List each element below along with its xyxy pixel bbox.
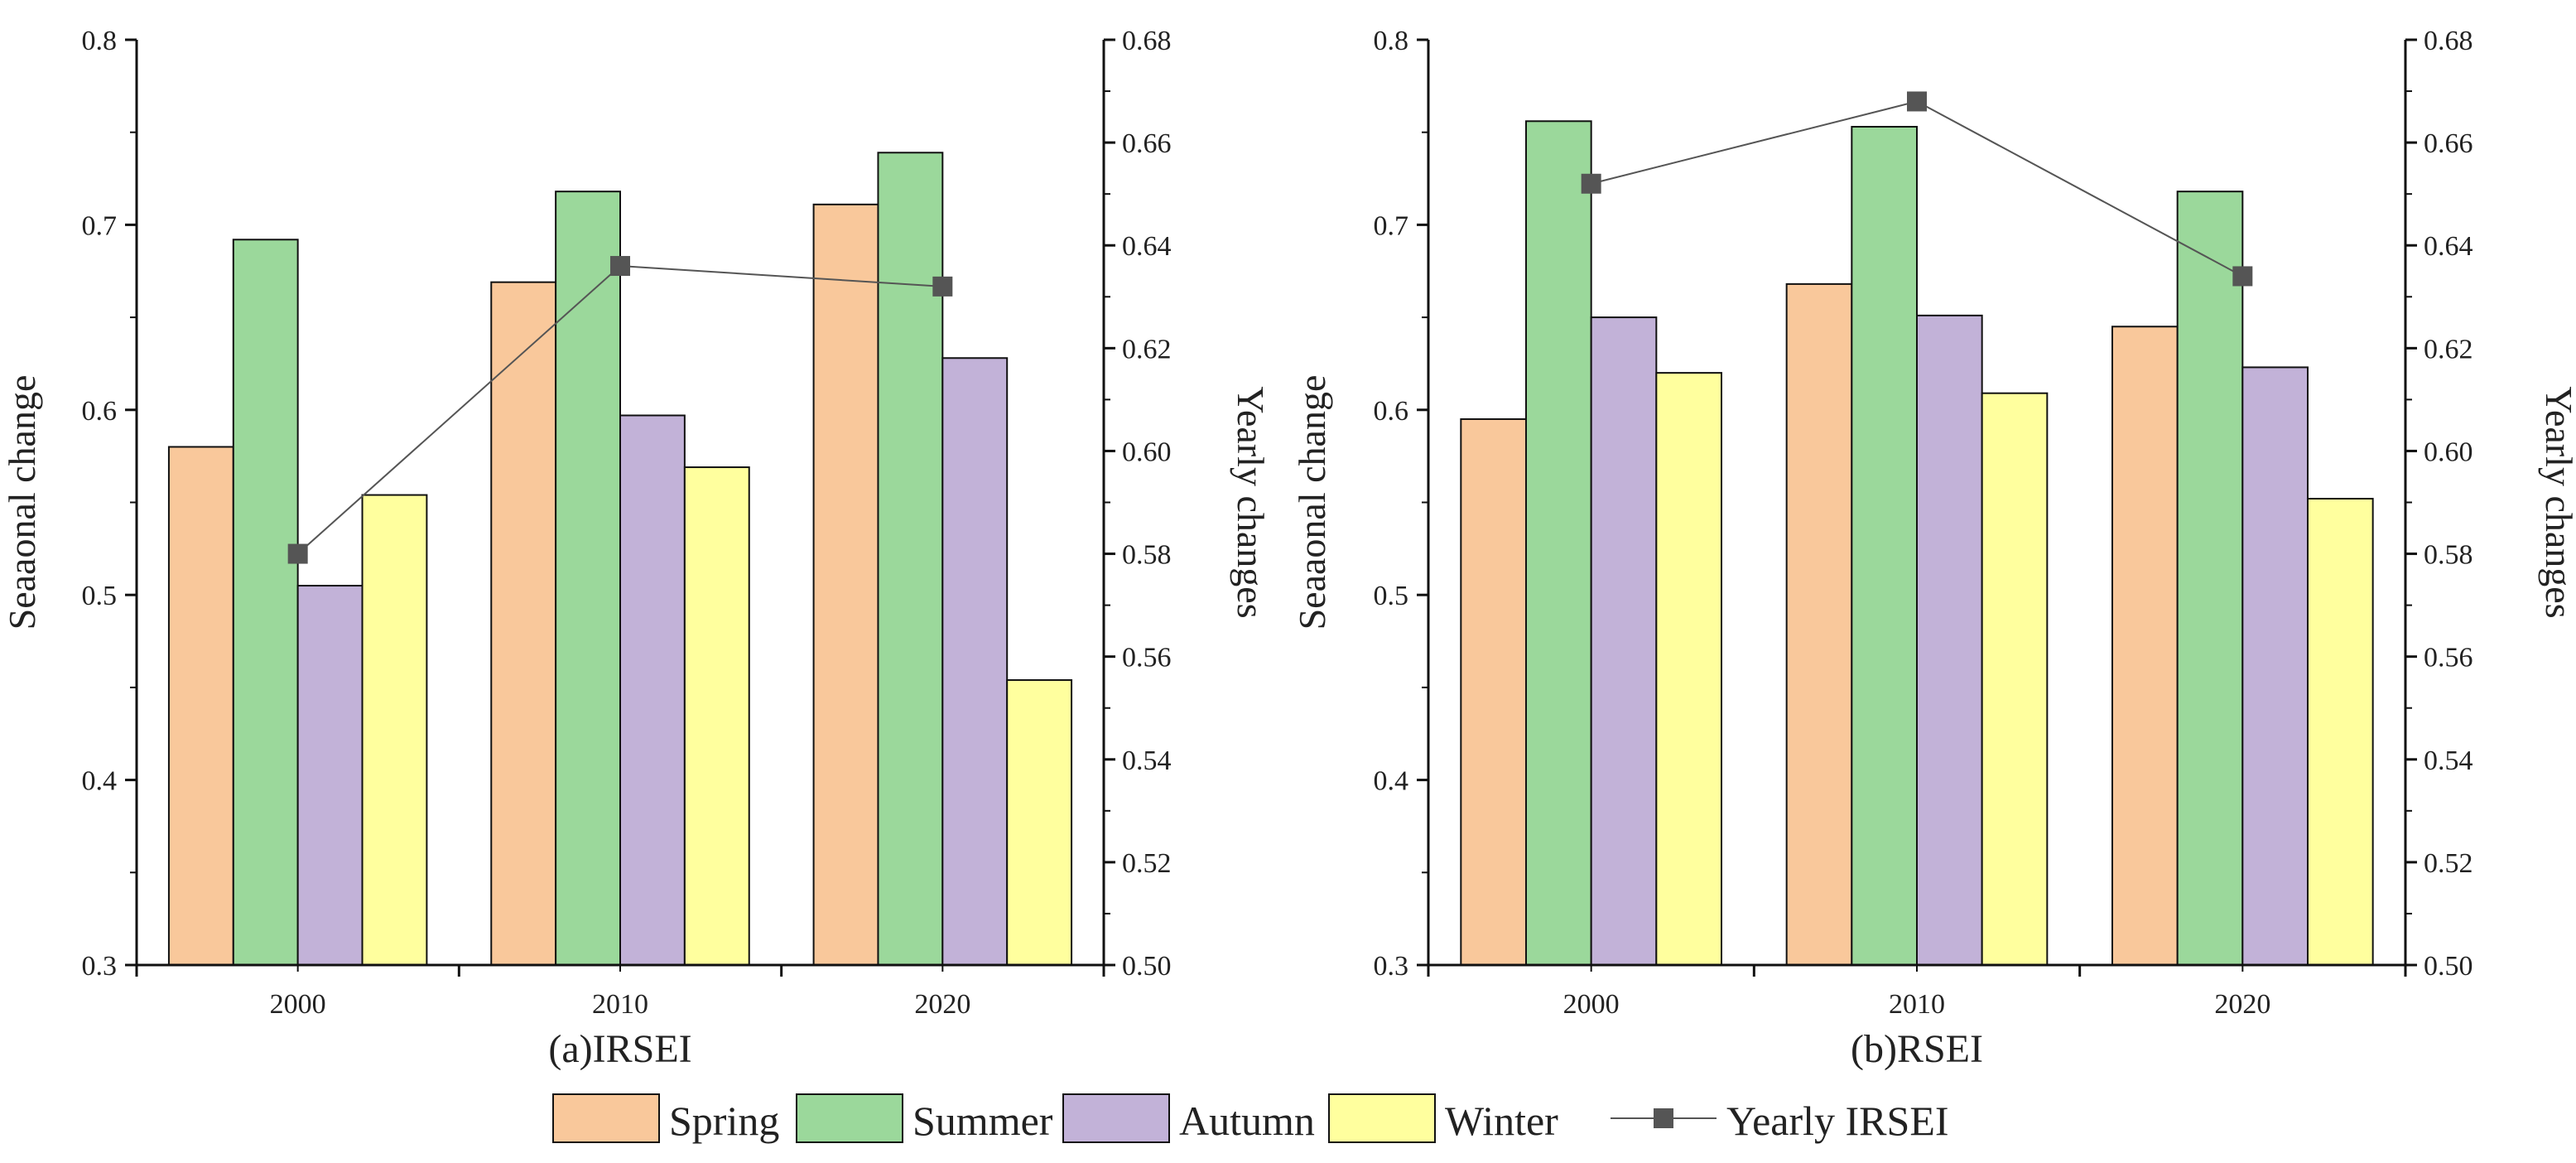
bar-summer-2020 — [877, 152, 944, 967]
legend-swatch-winter — [1328, 1093, 1436, 1143]
bar-winter-2020 — [1006, 678, 1073, 966]
right-tick-label: 0.54 — [1122, 746, 1172, 776]
bar-spring-2000 — [167, 446, 234, 966]
bar-spring-2020 — [2111, 326, 2179, 966]
bar-spring-2000 — [1460, 417, 1528, 967]
legend-swatch-autumn — [1062, 1093, 1170, 1143]
bar-spring-2010 — [490, 281, 557, 966]
right-tick-label: 0.68 — [2424, 26, 2473, 56]
left-tick-label: 0.4 — [1374, 766, 1409, 797]
left-tick-label: 0.8 — [82, 26, 118, 56]
legend-label-yearly: Yearly IRSEI — [1726, 1098, 1949, 1144]
bar-autumn-2010 — [1916, 314, 1983, 966]
bar-spring-2010 — [1785, 282, 1853, 966]
legend-marker-yearly — [1654, 1108, 1673, 1128]
right-tick-label: 0.60 — [2424, 437, 2473, 467]
yearly-marker-2020 — [932, 276, 953, 297]
bar-winter-2020 — [2307, 498, 2374, 966]
right-tick-label: 0.50 — [2424, 951, 2473, 982]
right-tick-label: 0.58 — [1122, 540, 1172, 571]
panel-caption: (a)IRSEI — [548, 1027, 691, 1071]
left-tick-label: 0.3 — [82, 951, 118, 982]
right-tick-label: 0.56 — [1122, 643, 1172, 673]
yearly-marker-2020 — [2232, 266, 2253, 287]
left-tick-label: 0.6 — [1374, 396, 1409, 427]
right-tick-label: 0.56 — [2424, 643, 2473, 673]
left-tick-label: 0.4 — [82, 766, 118, 797]
right-tick-label: 0.62 — [1122, 334, 1172, 364]
bar-summer-2000 — [1525, 120, 1592, 966]
left-tick-label: 0.3 — [1374, 951, 1409, 982]
bar-autumn-2020 — [2241, 366, 2309, 966]
bar-winter-2000 — [361, 494, 428, 966]
bar-winter-2000 — [1655, 372, 1723, 966]
bar-summer-2000 — [232, 239, 299, 967]
bar-summer-2020 — [2176, 191, 2244, 967]
bar-autumn-2000 — [296, 585, 364, 967]
right-axis-title: Yearly changes — [1230, 386, 1272, 618]
right-tick-label: 0.64 — [2424, 231, 2473, 262]
x-tick-label: 2010 — [1889, 989, 1945, 1020]
bar-summer-2010 — [555, 191, 622, 967]
left-tick-label: 0.7 — [1374, 210, 1409, 241]
right-tick-label: 0.66 — [1122, 128, 1172, 159]
right-tick-label: 0.54 — [2424, 746, 2473, 776]
x-tick-label: 2010 — [592, 989, 648, 1020]
right-tick-label: 0.62 — [2424, 334, 2473, 364]
yearly-marker-2010 — [1907, 91, 1927, 112]
x-tick-label: 2000 — [1563, 989, 1620, 1020]
right-tick-label: 0.52 — [2424, 848, 2473, 879]
right-tick-label: 0.58 — [2424, 540, 2473, 571]
x-tick-label: 2020 — [914, 989, 970, 1020]
left-tick-label: 0.8 — [1374, 26, 1409, 56]
left-axis-title: Seaaonal change — [1, 375, 43, 630]
bar-autumn-2020 — [941, 357, 1009, 966]
bar-summer-2010 — [1851, 125, 1918, 967]
right-tick-label: 0.68 — [1122, 26, 1172, 56]
legend-label-summer: Summer — [912, 1098, 1053, 1144]
legend-label-winter: Winter — [1445, 1098, 1558, 1144]
bar-autumn-2010 — [619, 414, 686, 966]
left-tick-label: 0.5 — [82, 581, 118, 611]
yearly-marker-2000 — [1581, 173, 1601, 194]
bar-spring-2020 — [812, 203, 879, 967]
left-axis-title: Seaaonal change — [1291, 375, 1333, 630]
bar-winter-2010 — [1981, 392, 2049, 967]
yearly-marker-2000 — [287, 543, 308, 564]
left-tick-label: 0.7 — [82, 210, 118, 241]
yearly-marker-2010 — [610, 256, 630, 277]
right-tick-label: 0.64 — [1122, 231, 1172, 262]
right-axis-title: Yearly changes — [2538, 386, 2576, 618]
right-tick-label: 0.60 — [1122, 437, 1172, 467]
x-tick-label: 2020 — [2214, 989, 2270, 1020]
right-tick-label: 0.66 — [2424, 128, 2473, 159]
right-tick-label: 0.50 — [1122, 951, 1172, 982]
legend-label-spring: Spring — [669, 1098, 779, 1144]
left-tick-label: 0.6 — [82, 396, 118, 427]
legend-swatch-spring — [552, 1093, 660, 1143]
legend-label-autumn: Autumn — [1179, 1098, 1315, 1144]
right-tick-label: 0.52 — [1122, 848, 1172, 879]
bar-autumn-2000 — [1590, 316, 1658, 967]
legend-swatch-summer — [796, 1093, 903, 1143]
bar-winter-2010 — [683, 466, 750, 966]
panel-caption: (b)RSEI — [1851, 1027, 1983, 1071]
left-tick-label: 0.5 — [1374, 581, 1409, 611]
x-tick-label: 2000 — [270, 989, 326, 1020]
